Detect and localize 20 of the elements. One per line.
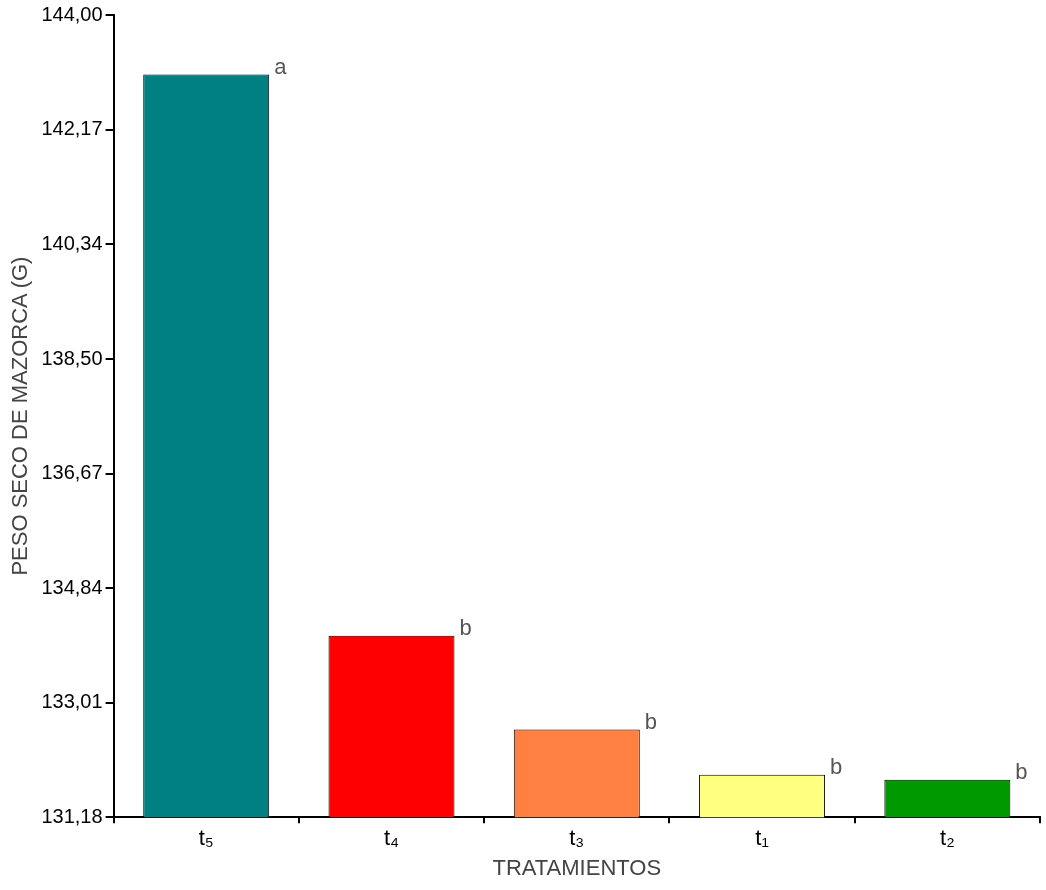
- x-tick-label: t₅: [198, 825, 214, 851]
- annotation: b: [644, 708, 658, 734]
- annotation: b: [459, 614, 472, 640]
- y-tick-label: 134,84: [41, 575, 103, 598]
- y-tick-label: 133,01: [41, 690, 103, 713]
- y-tick-label: 142,17: [41, 117, 103, 140]
- y-axis-title: PESO SECO DE MAZORCA (G): [7, 256, 33, 576]
- y-tick-label: 138,50: [41, 346, 103, 369]
- x-tick-label: t₃: [569, 825, 585, 851]
- y-tick-label: 131,18: [41, 804, 103, 827]
- y-tick-label: 136,67: [41, 461, 103, 484]
- x-tick-label: t₁: [755, 825, 769, 851]
- annotation: b: [830, 753, 843, 779]
- x-tick-label: t₄: [383, 825, 400, 851]
- x-tick-label: t₂: [940, 825, 955, 851]
- annotation: a: [274, 53, 288, 79]
- x-axis-title: TRATAMIENTOS: [492, 854, 662, 880]
- y-tick-label: 140,34: [41, 231, 103, 254]
- annotation: b: [1015, 758, 1028, 784]
- y-tick-label: 144,00: [41, 2, 103, 25]
